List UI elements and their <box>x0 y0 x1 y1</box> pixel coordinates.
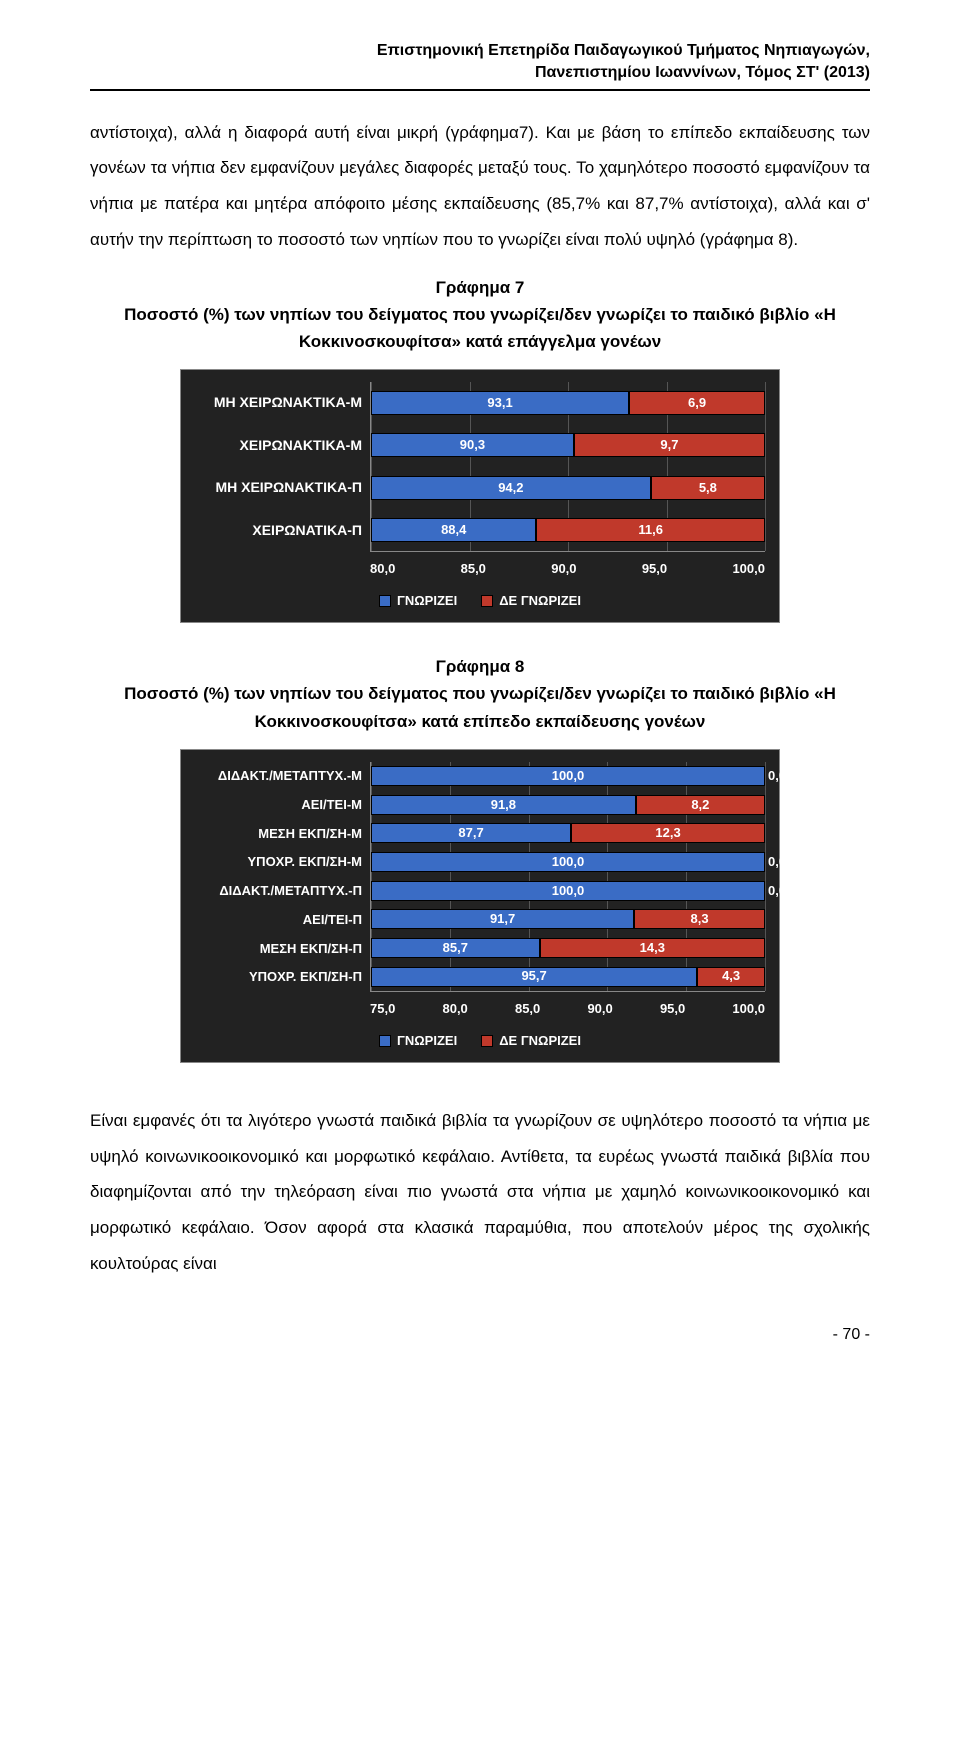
chart8-bar-primary: 100,00,0 <box>371 766 765 786</box>
chart7-xtick: 80,0 <box>370 558 395 580</box>
chart7-bar-row: 94,25,8 <box>371 476 765 500</box>
chart7-title-line1: Γράφημα 7 <box>90 274 870 301</box>
chart8-bar-primary: 87,7 <box>371 823 571 843</box>
page-number: - 70 - <box>90 1321 870 1348</box>
chart7-gridline <box>765 382 766 551</box>
chart8-bar-secondary-label: 0,0 <box>768 765 786 787</box>
chart8-category-label: ΥΠΟΧΡ. ΕΚΠ/ΣΗ-Μ <box>248 851 362 873</box>
running-header: Επιστημονική Επετηρίδα Παιδαγωγικού Τμήμ… <box>90 40 870 91</box>
chart7-xtick: 90,0 <box>551 558 576 580</box>
chart7-bar-secondary: 9,7 <box>574 433 765 457</box>
chart8-bar-secondary-label: 0,0 <box>768 851 786 873</box>
chart8-bar-primary: 95,7 <box>371 967 697 987</box>
chart7-bar-row: 88,411,6 <box>371 518 765 542</box>
chart8-category-label: ΑΕΙ/ΤΕΙ-Μ <box>301 794 362 816</box>
chart8-xtick: 90,0 <box>587 998 612 1020</box>
chart8-bar-row: 100,00,0 <box>371 881 765 901</box>
chart8-bar-primary: 100,00,0 <box>371 881 765 901</box>
chart8-category-label: ΔΙΔΑΚΤ./ΜΕΤΑΠΤΥΧ.-Π <box>219 880 362 902</box>
header-line1: Επιστημονική Επετηρίδα Παιδαγωγικού Τμήμ… <box>377 42 870 59</box>
chart7-bar-primary: 93,1 <box>371 391 629 415</box>
chart8-bar-row: 85,714,3 <box>371 938 765 958</box>
chart8-xtick: 95,0 <box>660 998 685 1020</box>
chart7-bar-secondary: 5,8 <box>651 476 765 500</box>
chart8-bar-primary: 85,7 <box>371 938 540 958</box>
chart7-bar-secondary: 6,9 <box>629 391 765 415</box>
chart7-category-label: ΧΕΙΡΩΝΑΤΙΚΑ-Π <box>252 519 362 543</box>
chart7-bar-primary: 90,3 <box>371 433 574 457</box>
paragraph-1: αντίστοιχα), αλλά η διαφορά αυτή είναι μ… <box>90 115 870 258</box>
chart8-category-label: ΥΠΟΧΡ. ΕΚΠ/ΣΗ-Π <box>249 966 362 988</box>
header-line2: Πανεπιστημίου Ιωαννίνων, Τόμος ΣΤ' (2013… <box>535 64 870 81</box>
chart8-xtick: 80,0 <box>442 998 467 1020</box>
paragraph-2: Είναι εμφανές ότι τα λιγότερο γνωστά παι… <box>90 1103 870 1281</box>
chart8-xtick: 85,0 <box>515 998 540 1020</box>
chart7-bar-primary: 88,4 <box>371 518 536 542</box>
chart7-legend-swatch <box>481 595 493 607</box>
chart8-category-label: ΔΙΔΑΚΤ./ΜΕΤΑΠΤΥΧ.-Μ <box>218 765 362 787</box>
chart8-bar-row: 87,712,3 <box>371 823 765 843</box>
chart7-legend-label: ΔΕ ΓΝΩΡΙΖΕΙ <box>499 590 581 612</box>
chart7-bar-secondary: 11,6 <box>536 518 765 542</box>
chart8-legend-label: ΓΝΩΡΙΖΕΙ <box>397 1030 457 1052</box>
chart7-xtick: 100,0 <box>732 558 765 580</box>
chart8-title-line1: Γράφημα 8 <box>90 653 870 680</box>
chart7-bar-primary: 94,2 <box>371 476 651 500</box>
chart8-bar-primary: 91,8 <box>371 795 636 815</box>
chart8: ΔΙΔΑΚΤ./ΜΕΤΑΠΤΥΧ.-Μ ΑΕΙ/ΤΕΙ-Μ ΜΕΣΗ ΕΚΠ/ΣΗ-… <box>180 749 780 1063</box>
chart8-xtick: 75,0 <box>370 998 395 1020</box>
chart8-bar-row: 100,00,0 <box>371 852 765 872</box>
chart8-title-line2: Ποσοστό (%) των νηπίων του δείγματος που… <box>90 680 870 734</box>
chart8-bar-secondary: 12,3 <box>571 823 765 843</box>
chart8-category-label: ΜΕΣΗ ΕΚΠ/ΣΗ-Μ <box>258 823 362 845</box>
chart7-bar-row: 90,39,7 <box>371 433 765 457</box>
chart7-legend: ΓΝΩΡΙΖΕΙ ΔΕ ΓΝΩΡΙΖΕΙ <box>195 590 765 612</box>
chart8-xtick: 100,0 <box>732 998 765 1020</box>
chart8-bar-row: 91,78,3 <box>371 909 765 929</box>
chart8-legend-swatch <box>481 1035 493 1047</box>
chart8-bar-secondary-label: 0,0 <box>768 880 786 902</box>
chart8-bar-row: 95,74,3 <box>371 967 765 987</box>
chart8-legend: ΓΝΩΡΙΖΕΙ ΔΕ ΓΝΩΡΙΖΕΙ <box>195 1030 765 1052</box>
chart8-legend-item: ΓΝΩΡΙΖΕΙ <box>379 1030 457 1052</box>
chart8-legend-swatch <box>379 1035 391 1047</box>
chart7-legend-swatch <box>379 595 391 607</box>
chart8-category-label: ΜΕΣΗ ΕΚΠ/ΣΗ-Π <box>260 938 362 960</box>
chart7-category-label: ΜΗ ΧΕΙΡΩΝΑΚΤΙΚΑ-Π <box>215 476 362 500</box>
chart8-bar-secondary: 4,3 <box>697 967 765 987</box>
chart8-bar-secondary: 14,3 <box>540 938 765 958</box>
chart7-title: Γράφημα 7 Ποσοστό (%) των νηπίων του δεί… <box>90 274 870 356</box>
chart8-title: Γράφημα 8 Ποσοστό (%) των νηπίων του δεί… <box>90 653 870 735</box>
chart8-legend-item: ΔΕ ΓΝΩΡΙΖΕΙ <box>481 1030 581 1052</box>
chart7-category-label: ΜΗ ΧΕΙΡΩΝΑΚΤΙΚΑ-Μ <box>214 391 362 415</box>
chart8-gridline <box>765 762 766 991</box>
chart7-bar-row: 93,16,9 <box>371 391 765 415</box>
chart8-bar-primary: 91,7 <box>371 909 634 929</box>
chart8-bar-secondary: 8,3 <box>634 909 765 929</box>
chart7-xtick: 95,0 <box>642 558 667 580</box>
chart7-xtick: 85,0 <box>461 558 486 580</box>
chart8-bar-secondary: 8,2 <box>636 795 765 815</box>
chart7-category-label: ΧΕΙΡΩΝΑΚΤΙΚΑ-Μ <box>240 434 362 458</box>
chart8-legend-label: ΔΕ ΓΝΩΡΙΖΕΙ <box>499 1030 581 1052</box>
chart8-category-label: ΑΕΙ/ΤΕΙ-Π <box>303 909 362 931</box>
chart8-bar-row: 100,00,0 <box>371 766 765 786</box>
chart7-title-line2: Ποσοστό (%) των νηπίων του δείγματος που… <box>90 301 870 355</box>
chart7: ΜΗ ΧΕΙΡΩΝΑΚΤΙΚΑ-Μ ΧΕΙΡΩΝΑΚΤΙΚΑ-Μ ΜΗ ΧΕΙΡΩΝ… <box>180 369 780 623</box>
chart7-legend-item: ΓΝΩΡΙΖΕΙ <box>379 590 457 612</box>
chart7-legend-label: ΓΝΩΡΙΖΕΙ <box>397 590 457 612</box>
chart7-legend-item: ΔΕ ΓΝΩΡΙΖΕΙ <box>481 590 581 612</box>
chart8-bar-primary: 100,00,0 <box>371 852 765 872</box>
chart8-bar-row: 91,88,2 <box>371 795 765 815</box>
